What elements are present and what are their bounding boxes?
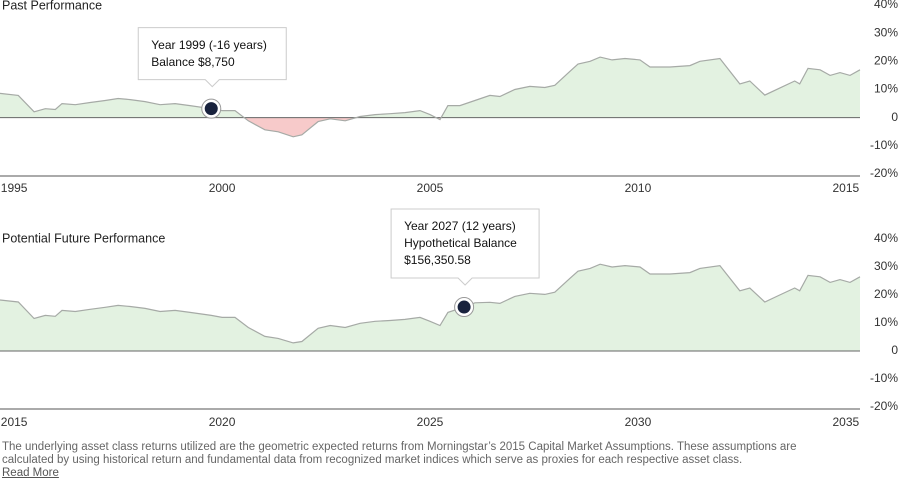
tooltip: Year 1999 (-16 years) Balance $8,750 (137, 27, 287, 88)
line (0, 263, 861, 344)
tooltip-line: Hypothetical Balance (404, 236, 517, 250)
read-more-link[interactable]: Read More (2, 467, 59, 479)
x-tick-label: 2010 (625, 181, 652, 195)
charts: Past Performance 40% 30% 20% 10% 0 -10% -20% 199… (0, 0, 898, 429)
x-tick-label: 1995 (1, 181, 28, 195)
area-positive (0, 57, 860, 118)
highlight-point (204, 102, 218, 116)
line (0, 56, 861, 138)
y-tick-label: 20% (874, 287, 898, 301)
x-tick-label: 2025 (417, 415, 444, 429)
x-tick-label: 2015 (1, 415, 28, 429)
tooltip-line: Balance $8,750 (151, 55, 235, 69)
y-tick-label: -20% (870, 399, 898, 413)
highlight-point (457, 300, 471, 314)
caption-line: The underlying asset class returns utili… (2, 441, 797, 453)
y-tick-label: 40% (874, 0, 898, 11)
caption-line: calculated by using historical return an… (2, 454, 743, 466)
y-tick-label: -20% (870, 166, 898, 180)
area-positive (0, 264, 860, 351)
y-tick-label: 30% (874, 259, 898, 273)
y-tick-label: 0 (891, 110, 898, 124)
x-tick-label: 2015 (833, 181, 860, 195)
y-tick-label: -10% (870, 138, 898, 152)
tooltip: Year 2027 (12 years) Hypothetical Balance… (390, 208, 540, 286)
tooltip-line: $156,350.58 (404, 253, 471, 267)
x-tick-label: 2030 (625, 415, 652, 429)
tooltip-box (390, 208, 540, 286)
y-tick-label: 0 (891, 343, 898, 357)
x-tick-label: 2020 (209, 415, 236, 429)
chart-title: Past Performance (2, 0, 102, 12)
y-tick-label: 10% (874, 315, 898, 329)
x-tick-label: 2000 (209, 181, 236, 195)
tooltip-box (137, 27, 287, 88)
caption: The underlying asset class returns utili… (2, 441, 900, 480)
x-tick-label: 2035 (833, 415, 860, 429)
y-tick-label: 10% (874, 82, 898, 96)
tooltip-line: Year 2027 (12 years) (404, 219, 516, 233)
y-tick-label: 30% (874, 25, 898, 39)
y-tick-label: 40% (874, 231, 898, 245)
y-tick-label: 20% (874, 54, 898, 68)
tooltip-line: Year 1999 (-16 years) (151, 38, 267, 52)
y-tick-label: -10% (870, 371, 898, 385)
chart-title: Potential Future Performance (2, 231, 165, 245)
x-tick-label: 2005 (417, 181, 444, 195)
